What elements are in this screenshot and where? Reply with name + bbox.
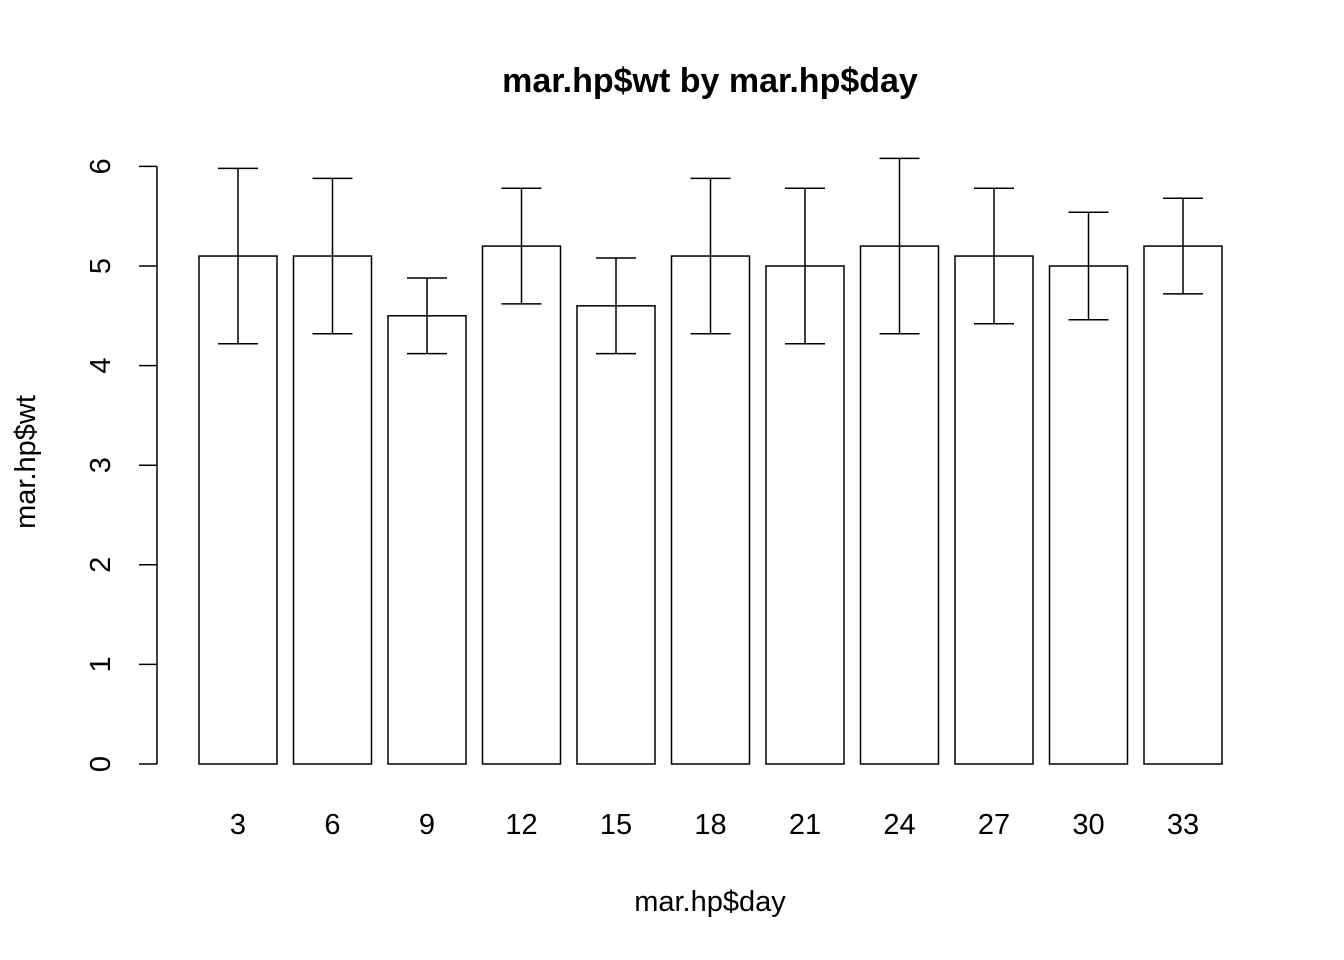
error-bar-18 xyxy=(690,177,731,335)
y-tick-label: 6 xyxy=(85,158,117,174)
x-tick-label: 21 xyxy=(789,809,821,841)
y-tick-label: 5 xyxy=(85,258,117,274)
x-tick-label: 33 xyxy=(1167,809,1199,841)
bar-9 xyxy=(387,315,467,765)
x-tick-label: 6 xyxy=(324,809,340,841)
bar-15 xyxy=(576,305,656,765)
y-axis: 0 1 2 3 4 5 6 xyxy=(85,158,158,772)
x-tick-label: 3 xyxy=(230,809,246,841)
error-bar-27 xyxy=(974,187,1014,325)
error-bar-33 xyxy=(1163,197,1203,295)
bar-27 xyxy=(954,255,1034,765)
error-bar-30 xyxy=(1068,211,1109,321)
y-tick-label: 3 xyxy=(85,457,117,473)
x-tick-label: 9 xyxy=(419,809,435,841)
bars xyxy=(198,245,1223,765)
bar-12 xyxy=(481,245,562,765)
bar-33 xyxy=(1143,245,1223,765)
error-bar-24 xyxy=(879,157,920,335)
error-bar-9 xyxy=(407,277,447,355)
error-bar-21 xyxy=(785,187,825,345)
error-bar-6 xyxy=(312,177,353,335)
error-bar-15 xyxy=(596,257,636,355)
x-tick-labels: 3 6 9 12 15 18 21 24 27 30 33 xyxy=(230,809,1199,841)
error-bar-12 xyxy=(501,187,542,305)
y-tick-label: 4 xyxy=(85,358,117,374)
y-tick-label: 0 xyxy=(85,756,117,772)
error-bars xyxy=(218,157,1203,355)
x-tick-label: 30 xyxy=(1072,809,1104,841)
x-tick-label: 24 xyxy=(883,809,915,841)
x-tick-label: 12 xyxy=(505,809,537,841)
x-tick-label: 15 xyxy=(600,809,632,841)
x-axis-label: mar.hp$day xyxy=(634,886,786,918)
bar-6 xyxy=(292,255,373,765)
error-bar-3 xyxy=(218,167,258,345)
chart-title: mar.hp$wt by mar.hp$day xyxy=(502,62,918,100)
y-axis-label: mar.hp$wt xyxy=(10,395,42,529)
x-tick-label: 27 xyxy=(978,809,1010,841)
x-tick-label: 18 xyxy=(694,809,726,841)
bar-30 xyxy=(1048,265,1129,765)
y-tick-label: 1 xyxy=(85,656,117,672)
y-tick-label: 2 xyxy=(85,557,117,573)
